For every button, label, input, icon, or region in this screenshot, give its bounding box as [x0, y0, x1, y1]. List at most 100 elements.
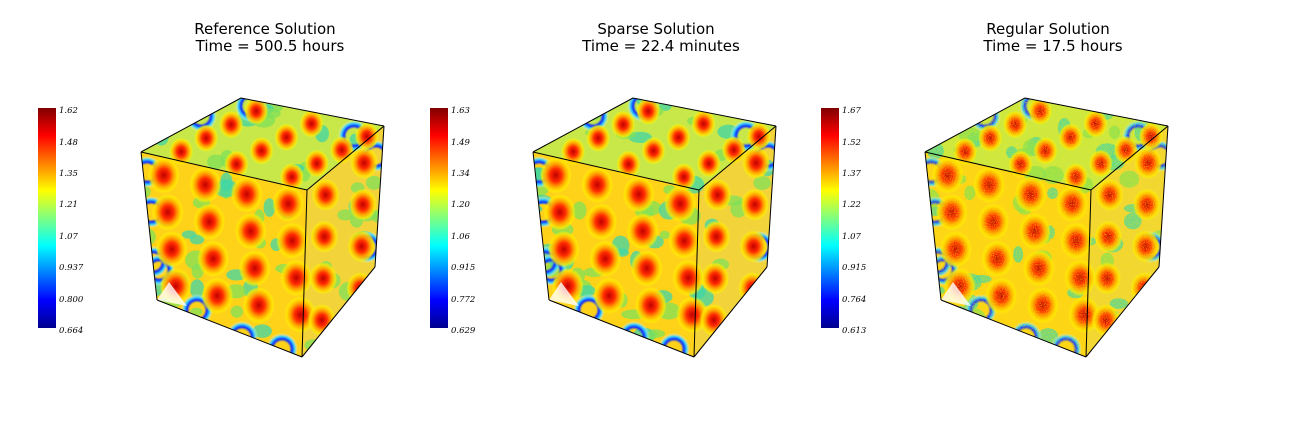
cube-edge — [301, 266, 376, 358]
cube-texture-spot — [727, 105, 746, 115]
colorbar-tick-labels: 1.67 1.52 1.37 1.22 1.07 0.915 0.764 0.6… — [842, 106, 866, 336]
cube-peak — [201, 277, 234, 315]
colorbar: 1.63 1.49 1.34 1.20 1.06 0.915 0.772 0.6… — [430, 106, 476, 336]
cube-render — [532, 97, 777, 358]
cube-edge — [532, 97, 634, 153]
colorbar-tick: 0.772 — [451, 295, 475, 305]
cube-peak — [702, 220, 731, 253]
cube-texture-spot — [659, 230, 670, 240]
cube-texture-spot — [170, 98, 190, 105]
cube-edge — [698, 125, 777, 191]
cube-edge — [1085, 189, 1092, 358]
panel-title: Regular Solution — [986, 20, 1109, 38]
cube-peak — [543, 193, 576, 231]
cube-peak — [194, 124, 219, 152]
cube-texture-spot — [550, 312, 563, 325]
cube-peak — [354, 122, 379, 151]
cube-peak — [350, 146, 379, 179]
cube-noise — [925, 98, 1168, 357]
cube-peak — [668, 222, 701, 260]
colorbar-gradient — [430, 108, 448, 328]
cube-edge — [766, 125, 777, 268]
cube-texture-spot — [1034, 343, 1058, 357]
colorbar-tick: 0.764 — [842, 295, 866, 305]
cube-texture-spot — [264, 108, 281, 119]
cube-texture-spot — [962, 315, 982, 329]
panel-regular: Regular Solution Time = 17.5 hours 1.67 … — [821, 20, 1169, 358]
colorbar-tick: 1.07 — [59, 232, 79, 242]
cube-texture-spot — [153, 126, 169, 146]
cube-ring — [618, 321, 650, 353]
cube-peak — [701, 262, 730, 295]
cube-edge — [1085, 266, 1160, 358]
cube-peak — [676, 296, 709, 334]
cube-gap — [549, 282, 579, 306]
cube-peak — [276, 222, 309, 260]
cube-texture-spot — [1129, 333, 1149, 347]
cube-edge — [1090, 125, 1169, 191]
colorbar-tick: 0.937 — [59, 263, 84, 273]
cube-edge — [1024, 97, 1169, 127]
cube-peak — [636, 98, 661, 125]
cube-texture-spot — [1020, 344, 1036, 357]
cube-peak — [593, 277, 626, 315]
cube-peak — [197, 240, 230, 278]
cube-texture-spot — [753, 176, 771, 190]
cube-peak — [630, 249, 663, 287]
cube-texture-spot — [592, 336, 617, 356]
colorbar-tick: 1.21 — [59, 200, 78, 210]
cube-texture-spot — [606, 339, 619, 349]
cube-peak — [742, 146, 771, 179]
panel-subtitle: Time = 22.4 minutes — [581, 37, 740, 55]
cube-texture-spot — [171, 102, 195, 123]
cube-peak — [249, 136, 274, 165]
colorbar-tick-labels: 1.62 1.48 1.35 1.21 1.07 0.937 0.800 0.6… — [59, 106, 84, 336]
cube-peak — [721, 136, 746, 164]
cube-peak — [193, 203, 226, 241]
cube-peak — [189, 166, 222, 204]
cube-edge — [693, 189, 700, 358]
cube-edge — [156, 299, 303, 358]
cube-texture-spot — [764, 294, 776, 305]
cube-texture-spot — [337, 209, 354, 221]
cube-texture-spot — [141, 227, 156, 247]
cube-peak — [347, 230, 376, 263]
cube-gap — [941, 282, 971, 306]
cube-texture-spot — [366, 327, 384, 345]
cube-peak — [311, 178, 340, 211]
colorbar-tick: 1.22 — [842, 200, 861, 210]
cube-ring — [226, 321, 258, 353]
cube-peak — [224, 150, 249, 179]
cube-peak — [299, 109, 324, 138]
colorbar-tick: 1.48 — [59, 138, 79, 148]
cube-peak — [272, 185, 305, 223]
cube-texture-spot — [181, 230, 197, 239]
cube-texture-spot — [940, 312, 953, 327]
cube-peak — [547, 230, 580, 268]
cube-texture-spot — [533, 103, 541, 114]
cube-peak — [738, 272, 767, 305]
colorbar-tick: 0.800 — [59, 295, 84, 305]
cube-peak — [703, 178, 732, 211]
cube-edge — [140, 151, 158, 301]
colorbar-tick: 1.20 — [451, 200, 471, 210]
colorbar: 1.62 1.48 1.35 1.21 1.07 0.937 0.800 0.6… — [38, 106, 84, 336]
cube-edge — [548, 299, 695, 358]
cube-edge — [1158, 125, 1169, 268]
cube-texture-spot — [925, 282, 941, 297]
cube-edge — [924, 151, 942, 301]
cube-peak — [155, 230, 188, 268]
colorbar-tick: 0.629 — [451, 326, 476, 336]
cube-peak — [147, 156, 180, 194]
cube-peak — [664, 185, 697, 223]
colorbar-tick: 1.63 — [451, 106, 470, 116]
cube-peak — [696, 149, 721, 178]
cube-texture-spot — [363, 300, 380, 310]
panel-sparse: Sparse Solution Time = 22.4 minutes 1.63… — [430, 20, 777, 358]
cube-texture-spot — [539, 344, 559, 357]
cube-peak — [219, 110, 244, 139]
colorbar-tick: 1.34 — [451, 169, 470, 179]
cube-peak — [346, 272, 375, 305]
cube-edge — [301, 189, 308, 358]
